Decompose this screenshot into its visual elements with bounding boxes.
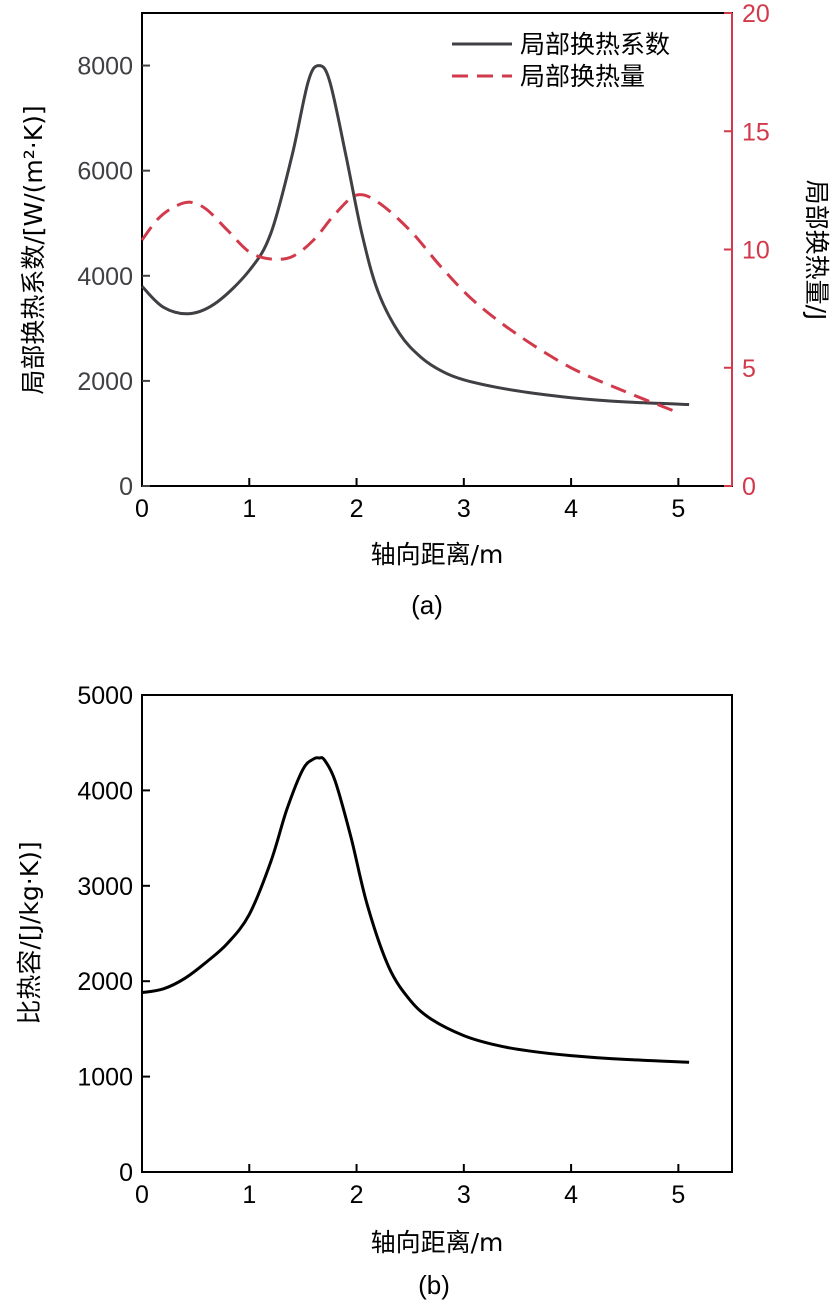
- legend: 局部换热系数 局部换热量: [452, 30, 670, 91]
- a-x-tick-label: 3: [457, 495, 471, 523]
- panel-b: 0 1 2 3 4 5 0 1000 2000 3000 4000 5000 轴向距离/m 比热容/…: [15, 682, 733, 1300]
- b-x-tick-label: 2: [350, 1181, 364, 1209]
- a-y-tick-label: 6000: [77, 158, 133, 186]
- b-x-tick-label: 4: [564, 1181, 578, 1209]
- a-y2-tick-label: 10: [742, 237, 770, 265]
- y2-axis-label-a: 局部换热量/J: [802, 180, 831, 321]
- b-y-tick-label: 3000: [77, 873, 133, 901]
- plot-frame-b: [141, 694, 733, 1173]
- panel-a: 0 1 2 3 4 5 0 2000 4000 6000 8000 0 5 10 15 20 局部换热系数…: [19, 0, 831, 620]
- a-y-tick-label: 0: [119, 473, 133, 501]
- caption-a: (a): [411, 590, 443, 620]
- a-x-tick-label: 5: [671, 495, 685, 523]
- b-y-tick-label: 1000: [77, 1064, 133, 1092]
- x-axis-label-a: 轴向距离/m: [371, 540, 504, 569]
- a-x-tick-label: 4: [564, 495, 578, 523]
- caption-b: (b): [418, 1270, 450, 1300]
- a-y2-tick-label: 20: [742, 0, 770, 28]
- b-x-tick-label: 0: [135, 1181, 149, 1209]
- a-y2-tick-label: 0: [742, 473, 756, 501]
- a-y2-tick-label: 15: [742, 118, 770, 146]
- legend-label-heat: 局部换热量: [520, 62, 645, 91]
- y-axis-label-b: 比热容/[J/kg·K)]: [15, 841, 44, 1024]
- b-y-tick-label: 0: [119, 1159, 133, 1187]
- b-y-tick-label: 5000: [77, 682, 133, 710]
- a-x-tick-label: 2: [350, 495, 364, 523]
- b-y-tick-label: 2000: [77, 968, 133, 996]
- b-y-tick-label: 4000: [77, 777, 133, 805]
- a-x-tick-label: 1: [242, 495, 256, 523]
- a-x-tick-label: 0: [135, 495, 149, 523]
- b-x-tick-label: 3: [457, 1181, 471, 1209]
- series-line-heat-transfer-coefficient: [140, 64, 690, 406]
- a-y2-tick-label: 5: [742, 355, 756, 383]
- series-line-specific-heat: [141, 756, 690, 1064]
- series-line-local-heat: [140, 193, 679, 415]
- b-x-tick-label: 5: [671, 1181, 685, 1209]
- y-axis-label-a: 局部换热系数/[W/(m²·K)]: [19, 105, 48, 394]
- a-y-tick-label: 2000: [77, 368, 133, 396]
- x-axis-label-b: 轴向距离/m: [371, 1228, 504, 1257]
- legend-label-coefficient: 局部换热系数: [520, 30, 670, 59]
- a-y-tick-label: 8000: [77, 53, 133, 81]
- b-x-tick-label: 1: [242, 1181, 256, 1209]
- a-y-tick-label: 4000: [77, 263, 133, 291]
